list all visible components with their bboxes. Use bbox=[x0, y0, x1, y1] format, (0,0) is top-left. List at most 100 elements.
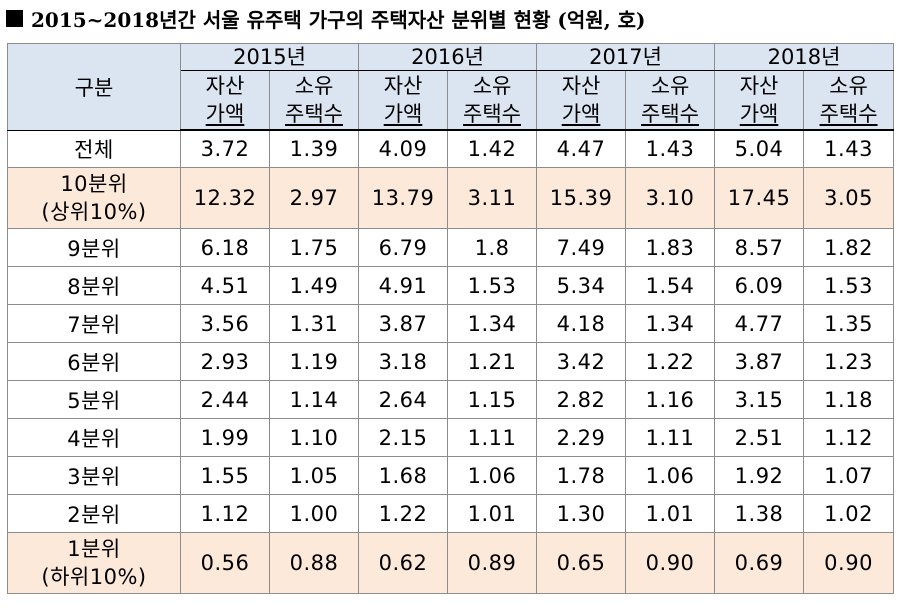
asset-value-cell: 0.62 bbox=[358, 532, 449, 594]
table-row: 2분위 1.12 1.00 1.22 1.01 1.30 1.01 1.38 1.02 bbox=[7, 494, 895, 533]
house-count-cell: 1.07 bbox=[803, 456, 895, 495]
category-header: 구분 bbox=[7, 43, 181, 131]
table-body: 전체 3.72 1.39 4.09 1.42 4.47 1.43 5.04 1.43 10분위 (상… bbox=[7, 129, 895, 594]
asset-table: 구분 2015년 2016년 2017년 2018년 자산 가액 소유 주택수 자산 가액… bbox=[7, 43, 895, 594]
row-label-line: 8분위 bbox=[67, 274, 121, 299]
house-count-cell: 1.01 bbox=[625, 494, 716, 533]
house-count-cell: 1.12 bbox=[803, 418, 895, 457]
table-row: 4분위 1.99 1.10 2.15 1.11 2.29 1.11 2.51 1.12 bbox=[7, 418, 895, 457]
house-count-cell: 1.19 bbox=[268, 342, 360, 381]
row-label: 9분위 bbox=[7, 228, 181, 267]
asset-value-cell: 1.68 bbox=[358, 456, 449, 495]
asset-value-cell: 1.92 bbox=[714, 456, 805, 495]
row-label: 7분위 bbox=[7, 304, 181, 343]
asset-value-cell: 17.45 bbox=[714, 167, 805, 229]
row-label-line: (하위10%) bbox=[41, 565, 147, 589]
table-row: 5분위 2.44 1.14 2.64 1.15 2.82 1.16 3.15 1.18 bbox=[7, 380, 895, 419]
row-label: 전체 bbox=[7, 129, 181, 168]
asset-value-cell: 6.09 bbox=[714, 266, 805, 305]
row-label: 5분위 bbox=[7, 380, 181, 419]
asset-value-cell: 3.42 bbox=[536, 342, 627, 381]
house-count-cell: 1.53 bbox=[447, 266, 538, 305]
house-count-cell: 1.18 bbox=[803, 380, 895, 419]
house-count-cell: 1.54 bbox=[625, 266, 716, 305]
row-label: 1분위 (하위10%) bbox=[7, 532, 181, 594]
house-count-cell: 1.75 bbox=[268, 228, 360, 267]
asset-value-header-line: 자산 bbox=[739, 74, 779, 98]
asset-value-cell: 2.15 bbox=[358, 418, 449, 457]
asset-value-cell: 4.09 bbox=[358, 129, 449, 168]
row-label: 2분위 bbox=[7, 494, 181, 533]
table-row: 7분위 3.56 1.31 3.87 1.34 4.18 1.34 4.77 1.35 bbox=[7, 304, 895, 343]
header-row-years: 구분 2015년 2016년 2017년 2018년 bbox=[7, 43, 895, 131]
house-count-cell: 1.16 bbox=[625, 380, 716, 419]
row-label-line: 5분위 bbox=[67, 388, 121, 413]
asset-value-cell: 3.87 bbox=[358, 304, 449, 343]
asset-value-cell: 1.38 bbox=[714, 494, 805, 533]
house-count-cell: 1.43 bbox=[625, 129, 716, 168]
table-row: 전체 3.72 1.39 4.09 1.42 4.47 1.43 5.04 1.43 bbox=[7, 129, 895, 168]
house-count-cell: 1.8 bbox=[447, 228, 538, 267]
house-count-cell: 1.43 bbox=[803, 129, 895, 168]
row-label-line: 6분위 bbox=[67, 350, 121, 375]
row-label: 3분위 bbox=[7, 456, 181, 495]
asset-value-header-line: 자산 bbox=[383, 74, 423, 98]
house-count-cell: 1.10 bbox=[268, 418, 360, 457]
asset-value-cell: 2.64 bbox=[358, 380, 449, 419]
house-count-cell: 1.22 bbox=[625, 342, 716, 381]
asset-value-cell: 3.56 bbox=[180, 304, 270, 343]
asset-value-header-line: 가액 bbox=[205, 102, 245, 126]
row-label-line: 2분위 bbox=[67, 502, 121, 527]
year-header-2018: 2018년 bbox=[714, 43, 895, 71]
asset-value-cell: 5.04 bbox=[714, 129, 805, 168]
asset-value-cell: 15.39 bbox=[536, 167, 627, 229]
row-label-line: 3분위 bbox=[67, 464, 121, 489]
house-count-cell: 1.05 bbox=[268, 456, 360, 495]
table-row: 9분위 6.18 1.75 6.79 1.8 7.49 1.83 8.57 1.82 bbox=[7, 228, 895, 267]
row-label-line: 7분위 bbox=[67, 312, 121, 337]
row-label: 10분위 (상위10%) bbox=[7, 167, 181, 229]
year-header-2015: 2015년 bbox=[179, 43, 360, 71]
asset-value-cell: 3.18 bbox=[358, 342, 449, 381]
asset-value-header: 자산 가액 bbox=[358, 70, 449, 131]
house-count-header-line: 주택수 bbox=[641, 102, 700, 126]
house-count-cell: 1.53 bbox=[803, 266, 895, 305]
house-count-header-line: 주택수 bbox=[463, 102, 521, 126]
asset-value-cell: 2.51 bbox=[714, 418, 805, 457]
house-count-cell: 1.06 bbox=[625, 456, 716, 495]
asset-value-cell: 3.72 bbox=[180, 129, 270, 168]
house-count-header-line: 소유 bbox=[829, 74, 868, 98]
asset-value-cell: 4.77 bbox=[714, 304, 805, 343]
asset-value-cell: 1.55 bbox=[180, 456, 270, 495]
year-header-2016: 2016년 bbox=[358, 43, 538, 71]
house-count-cell: 2.97 bbox=[268, 167, 360, 229]
house-count-cell: 0.90 bbox=[803, 532, 895, 594]
house-count-cell: 3.11 bbox=[447, 167, 538, 229]
asset-value-header-line: 자산 bbox=[205, 74, 245, 98]
house-count-cell: 1.14 bbox=[268, 380, 360, 419]
title-text: 2015~2018년간 서울 유주택 가구의 주택자산 분위별 현황 (억원, … bbox=[31, 7, 646, 32]
asset-value-cell: 3.15 bbox=[714, 380, 805, 419]
house-count-header: 소유 주택수 bbox=[625, 70, 716, 131]
asset-value-cell: 4.51 bbox=[180, 266, 270, 305]
house-count-cell: 1.39 bbox=[268, 129, 360, 168]
house-count-header-line: 소유 bbox=[472, 74, 512, 98]
house-count-header: 소유 주택수 bbox=[803, 70, 895, 131]
row-label: 4분위 bbox=[7, 418, 181, 457]
row-label-line: 전체 bbox=[74, 137, 114, 162]
asset-value-header-line: 자산 bbox=[561, 74, 601, 98]
house-count-cell: 1.21 bbox=[447, 342, 538, 381]
asset-value-cell: 2.44 bbox=[180, 380, 270, 419]
house-count-cell: 1.31 bbox=[268, 304, 360, 343]
row-label-line: 1분위 bbox=[67, 537, 121, 561]
asset-value-cell: 3.87 bbox=[714, 342, 805, 381]
asset-value-header-line: 가액 bbox=[561, 102, 601, 126]
asset-value-cell: 0.69 bbox=[714, 532, 805, 594]
black-square-icon bbox=[6, 9, 23, 27]
asset-value-cell: 6.79 bbox=[358, 228, 449, 267]
asset-value-cell: 1.12 bbox=[180, 494, 270, 533]
row-label: 6분위 bbox=[7, 342, 181, 381]
house-count-cell: 1.02 bbox=[803, 494, 895, 533]
